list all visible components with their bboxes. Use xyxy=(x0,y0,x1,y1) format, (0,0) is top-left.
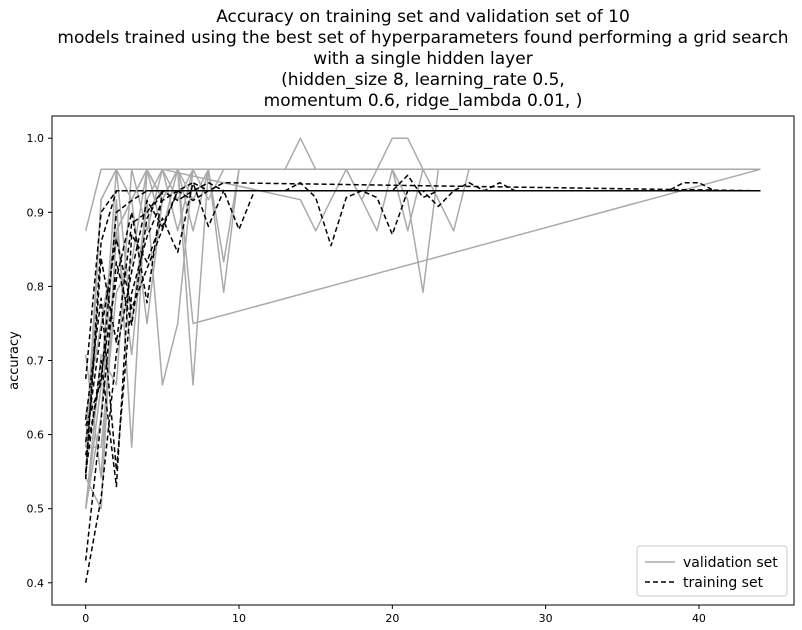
y-tick-label: 1.0 xyxy=(27,132,45,145)
y-tick-label: 0.4 xyxy=(27,577,45,590)
chart-title-line: Accuracy on training set and validation … xyxy=(216,7,630,27)
validation-series-line xyxy=(84,168,761,509)
validation-series-line xyxy=(84,137,761,231)
tick-marks: 0 10 20 30 40 0.4 0.5 0.6 0.7 0.8 0.9 1.0 xyxy=(27,132,706,625)
legend-label-validation: validation set xyxy=(683,555,778,571)
x-tick-label: 0 xyxy=(82,612,89,625)
training-series-line xyxy=(84,181,761,561)
training-series-line xyxy=(84,181,761,488)
validation-series-line xyxy=(84,168,761,478)
x-tick-label: 10 xyxy=(232,612,246,625)
y-tick-label: 0.6 xyxy=(27,429,45,442)
y-axis-label: accuracy xyxy=(7,331,22,390)
y-tick-label: 0.9 xyxy=(27,206,45,219)
chart-title-line: momentum 0.6, ridge_lambda 0.01, ) xyxy=(264,91,583,111)
legend-box xyxy=(636,545,788,597)
legend-label-training: training set xyxy=(683,575,764,591)
y-tick-label: 0.8 xyxy=(27,280,45,293)
y-tick-label: 0.7 xyxy=(27,355,45,368)
validation-series-line xyxy=(84,168,761,479)
chart-title-line: (hidden_size 8, learning_rate 0.5, xyxy=(281,70,565,90)
training-series-line xyxy=(84,174,761,480)
x-tick-label: 20 xyxy=(385,612,399,625)
validation-series-line xyxy=(85,168,761,510)
training-series-line xyxy=(84,181,761,471)
validation-series-line xyxy=(84,168,761,509)
legend: validation set training set xyxy=(636,545,788,597)
training-series-line xyxy=(84,190,761,456)
chart-title-line: models trained using the best set of hyp… xyxy=(57,28,788,48)
plot-area xyxy=(84,137,761,583)
x-tick-label: 40 xyxy=(692,612,706,625)
training-series-line xyxy=(84,190,761,474)
chart-title-line: with a single hidden layer xyxy=(313,49,532,69)
training-series-line xyxy=(84,190,761,380)
chart-title: Accuracy on training set and validation … xyxy=(57,7,788,111)
validation-series-line xyxy=(84,168,761,509)
y-tick-label: 0.5 xyxy=(27,503,45,516)
x-tick-label: 30 xyxy=(539,612,553,625)
training-series-line xyxy=(84,181,761,583)
